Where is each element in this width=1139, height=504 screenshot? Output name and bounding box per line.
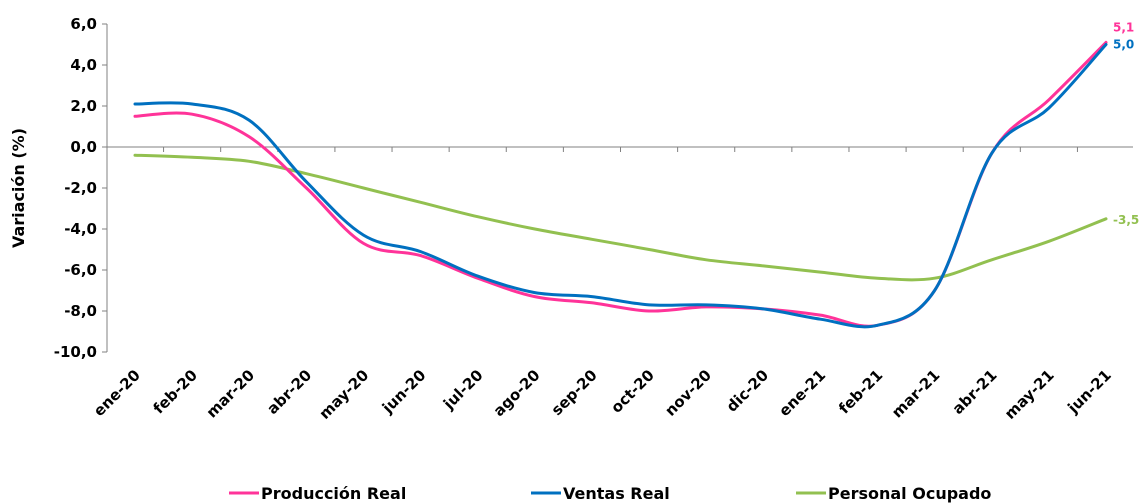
x-tick-label: jul-20 [439,366,486,413]
y-axis-title: Variación (%) [9,128,28,248]
legend-item-produccion-real: Producción Real [229,484,406,503]
x-tick-label: mar-21 [888,366,943,421]
series-line-ventas-real [133,43,1108,329]
y-tick-label: 4,0 [70,56,97,74]
legend-label: Producción Real [261,484,406,503]
x-tick-label: feb-20 [150,366,201,417]
legend-item-ventas-real: Ventas Real [531,484,670,503]
legend-label: Personal Ocupado [828,484,991,503]
x-tick-label: may-20 [316,366,373,423]
y-tick-label: -10,0 [54,343,97,361]
series-line-produccion-real [133,40,1108,328]
legend-label: Ventas Real [563,484,670,503]
end-label-ventas-real: 5,0 [1113,38,1134,52]
x-tick-label: may-21 [1001,366,1058,423]
end-label-produccion-real: 5,1 [1113,20,1134,34]
end-label-personal-ocupado: -3,5 [1113,213,1139,227]
x-tick-label: oct-20 [607,366,658,417]
y-tick-label: -4,0 [64,220,97,238]
y-tick-label: -2,0 [64,179,97,197]
y-tick-label: 2,0 [70,97,97,115]
y-tick-label: 6,0 [70,15,97,33]
x-tick-label: ene-21 [775,366,829,420]
y-tick-label: -6,0 [64,261,97,279]
legend-item-personal-ocupado: Personal Ocupado [796,484,991,503]
x-tick-label: sep-20 [548,366,601,419]
x-tick-label: jun-21 [1063,366,1114,417]
x-tick-label: mar-20 [203,366,258,421]
x-tick-label: dic-20 [723,366,772,415]
legend: Producción Real Ventas Real Personal Ocupa… [229,484,991,503]
series-lines [133,40,1108,329]
series-line-personal-ocupado [133,153,1108,282]
y-tick-label: 0,0 [70,138,97,156]
x-tick-label: abr-20 [263,366,315,418]
y-tick-label: -8,0 [64,302,97,320]
x-tick-label: feb-21 [835,366,886,417]
x-tick-label: ene-20 [90,366,144,420]
end-labels: 5,1 5,0 -3,5 [1113,20,1139,226]
x-tick-label: nov-20 [661,366,715,420]
x-tick-label: abr-21 [949,366,1001,418]
x-tick-label: jun-20 [378,366,429,417]
x-tick-label: ago-20 [490,366,544,420]
